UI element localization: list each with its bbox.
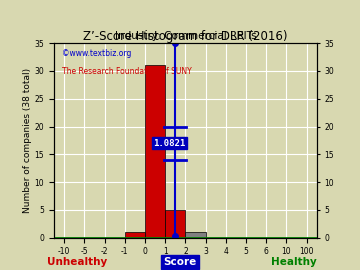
Bar <box>125 232 145 238</box>
Text: Score: Score <box>163 257 197 267</box>
Title: Z’-Score Histogram for DLR (2016): Z’-Score Histogram for DLR (2016) <box>83 30 288 43</box>
Y-axis label: Number of companies (38 total): Number of companies (38 total) <box>23 68 32 213</box>
Bar <box>185 232 206 238</box>
Text: Industry: Commercial REITs: Industry: Commercial REITs <box>114 31 256 41</box>
Bar <box>165 210 185 238</box>
Text: 1.0821: 1.0821 <box>153 139 185 148</box>
Text: ©www.textbiz.org: ©www.textbiz.org <box>62 49 131 58</box>
Text: Unhealthy: Unhealthy <box>47 257 107 267</box>
Bar <box>145 65 165 238</box>
Text: Healthy: Healthy <box>271 257 317 267</box>
Text: The Research Foundation of SUNY: The Research Foundation of SUNY <box>62 66 192 76</box>
